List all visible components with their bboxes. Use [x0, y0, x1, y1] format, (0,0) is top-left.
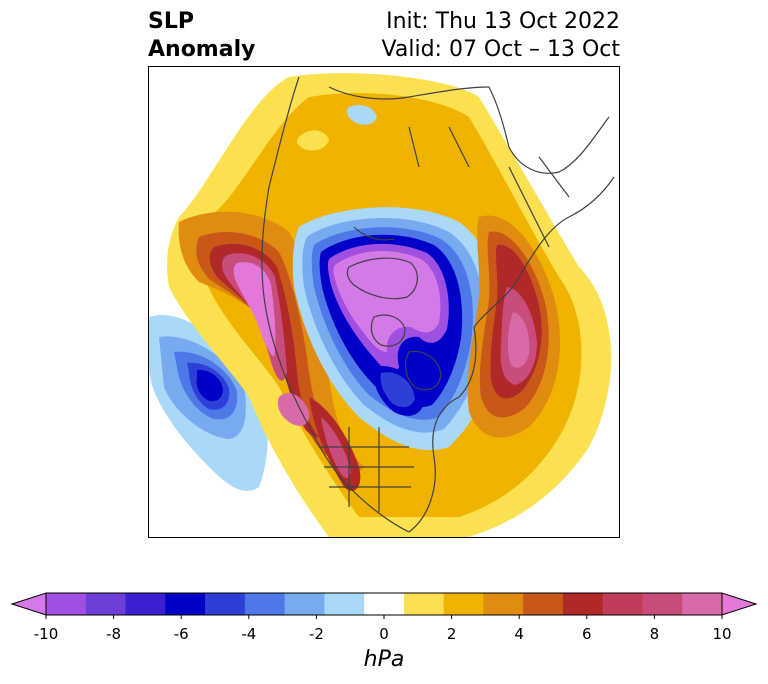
coastlines	[261, 76, 615, 533]
colorbar-bin	[682, 593, 723, 615]
colorbar-tick-label: -10	[33, 625, 59, 643]
init-time-label: Init: Thu 13 Oct 2022	[386, 9, 620, 34]
colorbar-tick-label: -2	[308, 625, 324, 643]
colorbar-tick-label: 2	[446, 625, 457, 643]
colorbar-bin	[443, 593, 484, 615]
colorbar-tick-label: 0	[379, 625, 389, 643]
colorbar-bin	[165, 593, 206, 615]
eurasian-high	[467, 215, 561, 438]
arctic-low	[292, 207, 498, 451]
colorbar	[10, 592, 758, 619]
colorbar-extend-max	[721, 592, 758, 616]
colorbar-bin	[284, 593, 325, 615]
colorbar-bin	[602, 593, 643, 615]
siberia-patches	[296, 105, 377, 151]
colorbar-bin	[642, 593, 683, 615]
valid-period-label: Valid: 07 Oct – 13 Oct	[381, 37, 620, 62]
colorbar-tick-label: 10	[712, 625, 732, 643]
colorbar-bin	[85, 593, 127, 615]
colorbar-bin	[562, 593, 604, 615]
colorbar-bin	[523, 593, 564, 615]
colorbar-tick-label: -8	[106, 625, 122, 643]
colorbar-bin	[483, 593, 524, 615]
colorbar-bin	[125, 593, 166, 615]
title-subtitle: Anomaly	[148, 37, 256, 62]
anomaly-map	[149, 67, 619, 537]
title-left: SLP Anomaly	[148, 8, 255, 64]
colorbar-tick-label: 4	[514, 625, 524, 643]
colorbar-bin	[205, 593, 246, 615]
colorbar-unit-label: hPa	[363, 647, 405, 672]
title-variable: SLP	[148, 9, 194, 34]
colorbar-tick-label: 8	[649, 625, 660, 643]
colorbar-tick-label: -4	[241, 625, 257, 643]
colorbar-bin	[364, 593, 405, 615]
colorbar-bin	[403, 593, 445, 615]
title-right: Init: Thu 13 Oct 2022 Valid: 07 Oct – 13…	[382, 8, 620, 64]
colorbar-tick-label: 6	[582, 625, 592, 643]
colorbar-tick-label: -6	[173, 625, 189, 643]
colorbar-extend-min	[10, 592, 47, 616]
colorbar-bin	[324, 593, 365, 615]
colorbar-bin	[46, 593, 87, 615]
map-panel	[148, 66, 620, 538]
colorbar-bin	[244, 593, 286, 615]
